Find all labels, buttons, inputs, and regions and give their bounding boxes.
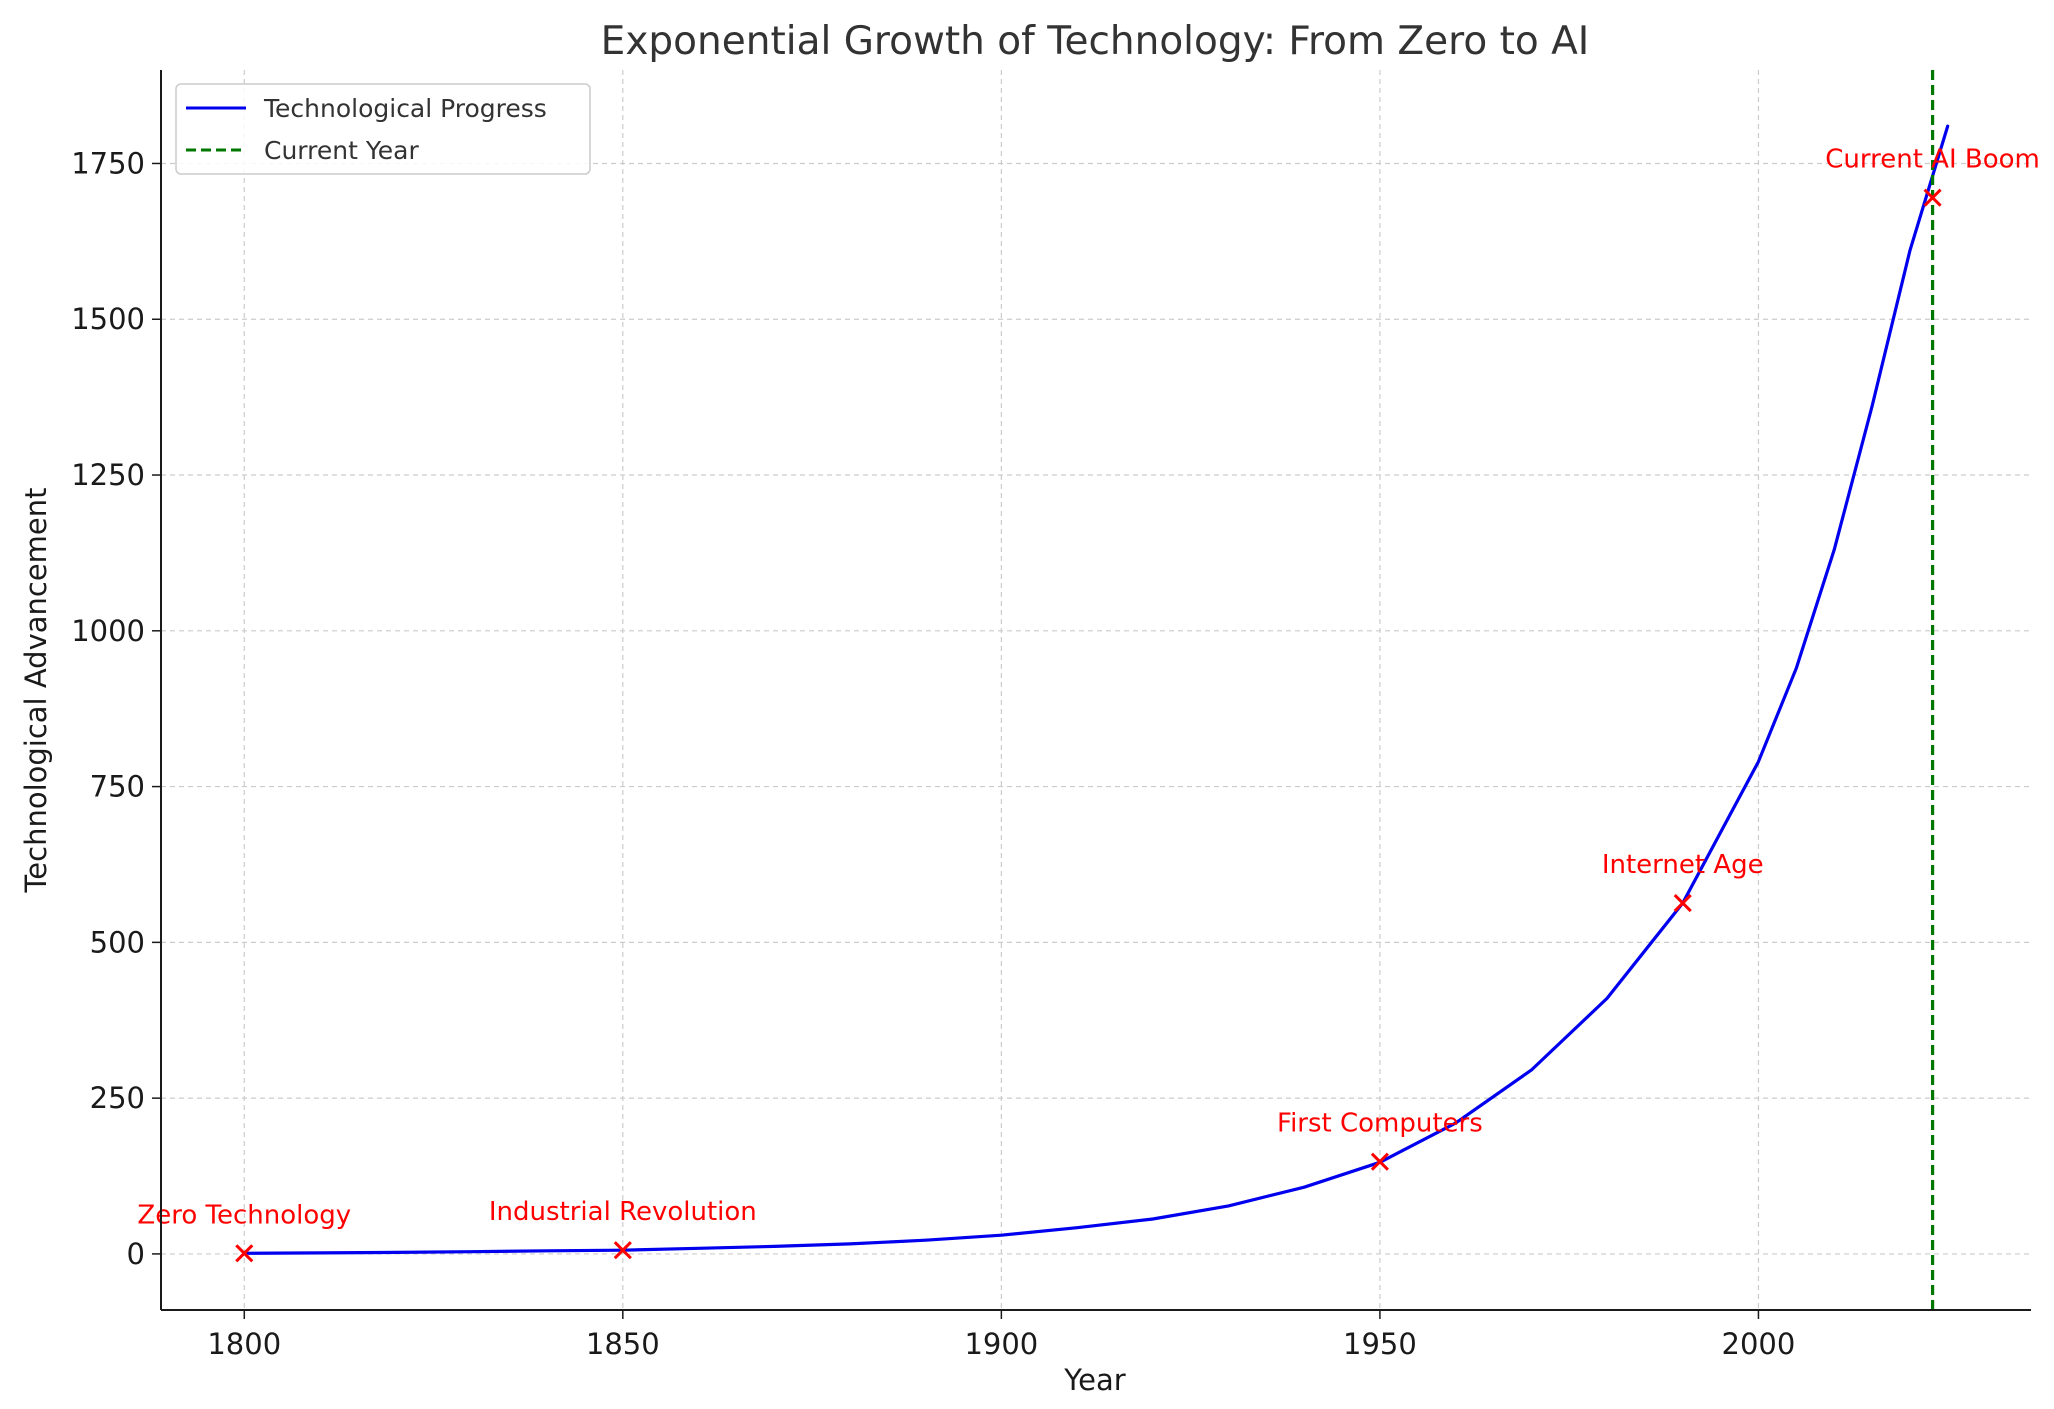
annotation-layer: Zero Technology Industrial Revolution Firs… <box>137 145 2040 1263</box>
x-axis-label: Year <box>1063 1363 1125 1397</box>
annotation-zero-technology: Zero Technology <box>137 1200 351 1263</box>
marker-current-ai-boom-stroke <box>1923 188 1942 207</box>
y-tick-label-1250: 1250 <box>71 458 145 492</box>
legend: Technological Progress Current Year <box>175 83 591 175</box>
legend-frame <box>175 83 591 175</box>
marker-internet-age-stroke <box>1673 894 1692 913</box>
series-layer <box>242 70 1950 1310</box>
y-tick-label-1000: 1000 <box>71 614 145 648</box>
annotation-label-first-computers: First Computers <box>1277 1109 1483 1139</box>
x-tick-label-1800: 1800 <box>207 1327 281 1361</box>
y-tick-label-500: 500 <box>90 925 145 959</box>
grid <box>161 70 2031 1310</box>
y-tick-label-1500: 1500 <box>71 302 145 336</box>
x-tick-label-1950: 1950 <box>1343 1327 1417 1361</box>
chart-title: Exponential Growth of Technology: From Z… <box>601 19 1590 64</box>
annotation-industrial-revolution: Industrial Revolution <box>489 1197 757 1260</box>
marker-industrial-revolution-stroke <box>613 1241 632 1260</box>
axes <box>160 70 2031 1311</box>
x-tick-label-1900: 1900 <box>964 1327 1038 1361</box>
x-tick-label-1850: 1850 <box>586 1327 660 1361</box>
annotation-label-current-ai-boom: Current AI Boom <box>1825 145 2040 175</box>
x-tick-label-2000: 2000 <box>1722 1327 1796 1361</box>
annotation-label-industrial-revolution: Industrial Revolution <box>489 1197 757 1227</box>
y-tick-label-0: 0 <box>127 1237 145 1271</box>
annotation-label-zero-technology: Zero Technology <box>137 1200 351 1230</box>
legend-label-current-year: Current Year <box>264 136 419 165</box>
y-tick-label-250: 250 <box>90 1081 145 1115</box>
annotation-label-internet-age: Internet Age <box>1602 850 1764 880</box>
series-line-technological-progress <box>242 124 1950 1255</box>
annotation-first-computers: First Computers <box>1277 1109 1483 1171</box>
annotation-current-ai-boom: Current AI Boom <box>1825 145 2040 207</box>
y-tick-label-750: 750 <box>90 770 145 804</box>
annotation-internet-age: Internet Age <box>1602 850 1764 913</box>
y-tick-label-1750: 1750 <box>71 146 145 180</box>
y-axis-label: Technological Advancement <box>19 487 53 893</box>
legend-label-technological-progress: Technological Progress <box>263 94 547 123</box>
ticks: 1800 1850 1900 1950 2000 0 250 500 750 1000 1250 15… <box>71 146 1795 1361</box>
marker-zero-technology-stroke <box>235 1244 254 1263</box>
marker-first-computers-stroke <box>1370 1152 1389 1171</box>
